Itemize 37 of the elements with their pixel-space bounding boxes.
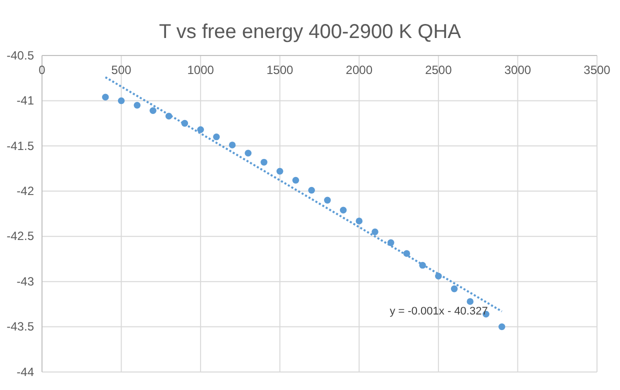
annotation: y = -0.001x - 40.327: [390, 305, 488, 318]
point: [372, 228, 378, 236]
y-tick-label: -41.5: [6, 138, 34, 153]
point: [260, 158, 268, 166]
point: [356, 218, 363, 224]
y-tick-label: -44: [16, 364, 34, 379]
point: [150, 107, 156, 114]
y-tick-label: -42: [16, 184, 34, 198]
point: [118, 97, 125, 104]
x-tick-label: 2000: [346, 63, 373, 78]
y-tick-label: -42.5: [6, 229, 34, 244]
point: [276, 168, 284, 175]
point: [102, 94, 109, 100]
point: [498, 323, 506, 330]
point: [292, 176, 300, 184]
x-tick-label: 1000: [187, 63, 214, 78]
y-tick-label: -43: [16, 274, 34, 288]
point: [466, 298, 474, 305]
x-tick-label: 2500: [425, 63, 452, 78]
point: [197, 126, 204, 134]
point: [213, 134, 220, 140]
y-tick-label: -41: [16, 94, 34, 108]
point: [450, 285, 458, 292]
point: [134, 102, 141, 109]
point: [340, 206, 347, 214]
point: [308, 186, 315, 194]
x-tick-label: 0: [38, 63, 46, 78]
point: [228, 142, 236, 148]
x-tick-label: 1500: [266, 63, 294, 78]
x-tick-label: 500: [111, 63, 132, 78]
point: [324, 196, 331, 204]
x-tick-label: 3000: [504, 63, 532, 78]
y-tick-label: -40.5: [6, 48, 34, 62]
point: [244, 150, 252, 157]
y-tick-label: -43.5: [6, 320, 34, 334]
chart-title: T vs free energy 400-2900 K QHA: [158, 21, 462, 43]
x-tick-label: 3500: [584, 63, 611, 78]
